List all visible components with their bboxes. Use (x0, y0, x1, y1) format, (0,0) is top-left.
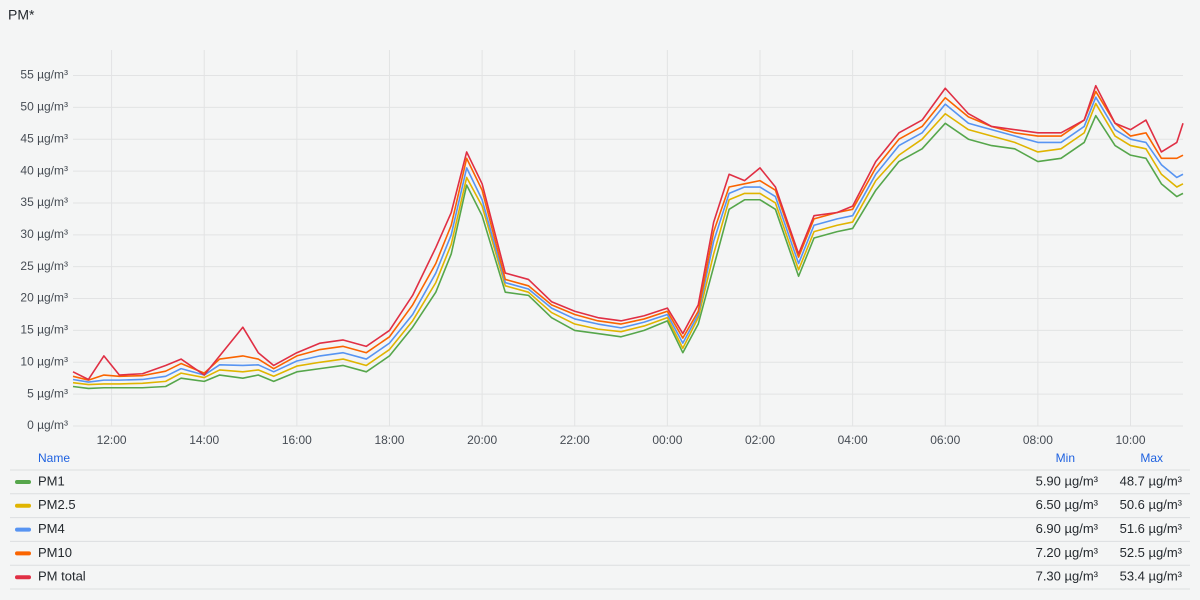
legend-max: 52.5 µg/m³ (1120, 545, 1183, 560)
legend-name[interactable]: PM10 (38, 545, 72, 560)
y-tick-label: 45 µg/m³ (20, 131, 68, 145)
legend-min: 7.30 µg/m³ (1036, 569, 1099, 584)
legend-name[interactable]: PM4 (38, 521, 65, 536)
legend-min: 6.90 µg/m³ (1036, 521, 1099, 536)
x-tick-label: 02:00 (745, 433, 775, 447)
series-line (72, 102, 1184, 386)
legend-max: 53.4 µg/m³ (1120, 569, 1183, 584)
legend-name[interactable]: PM total (38, 569, 86, 584)
x-tick-label: 16:00 (282, 433, 312, 447)
x-tick-label: 04:00 (838, 433, 868, 447)
series-line (72, 84, 1184, 381)
y-tick-label: 20 µg/m³ (20, 291, 68, 305)
legend-header: Name (38, 451, 70, 465)
series-line (72, 90, 1184, 381)
x-tick-label: 08:00 (1023, 433, 1053, 447)
panel-title: PM* (8, 7, 35, 23)
legend-min: 5.90 µg/m³ (1036, 473, 1099, 488)
x-tick-label: 18:00 (374, 433, 404, 447)
x-tick-label: 22:00 (560, 433, 590, 447)
y-tick-label: 15 µg/m³ (20, 323, 68, 337)
x-tick-label: 10:00 (1115, 433, 1145, 447)
y-tick-label: 30 µg/m³ (20, 227, 68, 241)
x-tick-label: 20:00 (467, 433, 497, 447)
y-tick-label: 50 µg/m³ (20, 100, 68, 114)
y-tick-label: 10 µg/m³ (20, 354, 68, 368)
legend-min: 7.20 µg/m³ (1036, 545, 1099, 560)
series-line (72, 96, 1184, 383)
y-tick-label: 25 µg/m³ (20, 259, 68, 273)
y-tick-label: 5 µg/m³ (27, 386, 68, 400)
y-tick-label: 0 µg/m³ (27, 418, 68, 432)
series-line (72, 114, 1184, 390)
y-tick-label: 35 µg/m³ (20, 195, 68, 209)
legend-max: 51.6 µg/m³ (1120, 521, 1183, 536)
y-tick-label: 40 µg/m³ (20, 163, 68, 177)
x-tick-label: 06:00 (930, 433, 960, 447)
y-tick-label: 55 µg/m³ (20, 68, 68, 82)
legend-max: 48.7 µg/m³ (1120, 473, 1183, 488)
x-tick-label: 14:00 (189, 433, 219, 447)
legend-header: Max (1140, 451, 1163, 465)
legend-header: Min (1056, 451, 1075, 465)
x-tick-label: 00:00 (652, 433, 682, 447)
legend-name[interactable]: PM1 (38, 473, 65, 488)
legend-min: 6.50 µg/m³ (1036, 497, 1099, 512)
legend-name[interactable]: PM2.5 (38, 497, 76, 512)
legend-max: 50.6 µg/m³ (1120, 497, 1183, 512)
x-tick-label: 12:00 (97, 433, 127, 447)
